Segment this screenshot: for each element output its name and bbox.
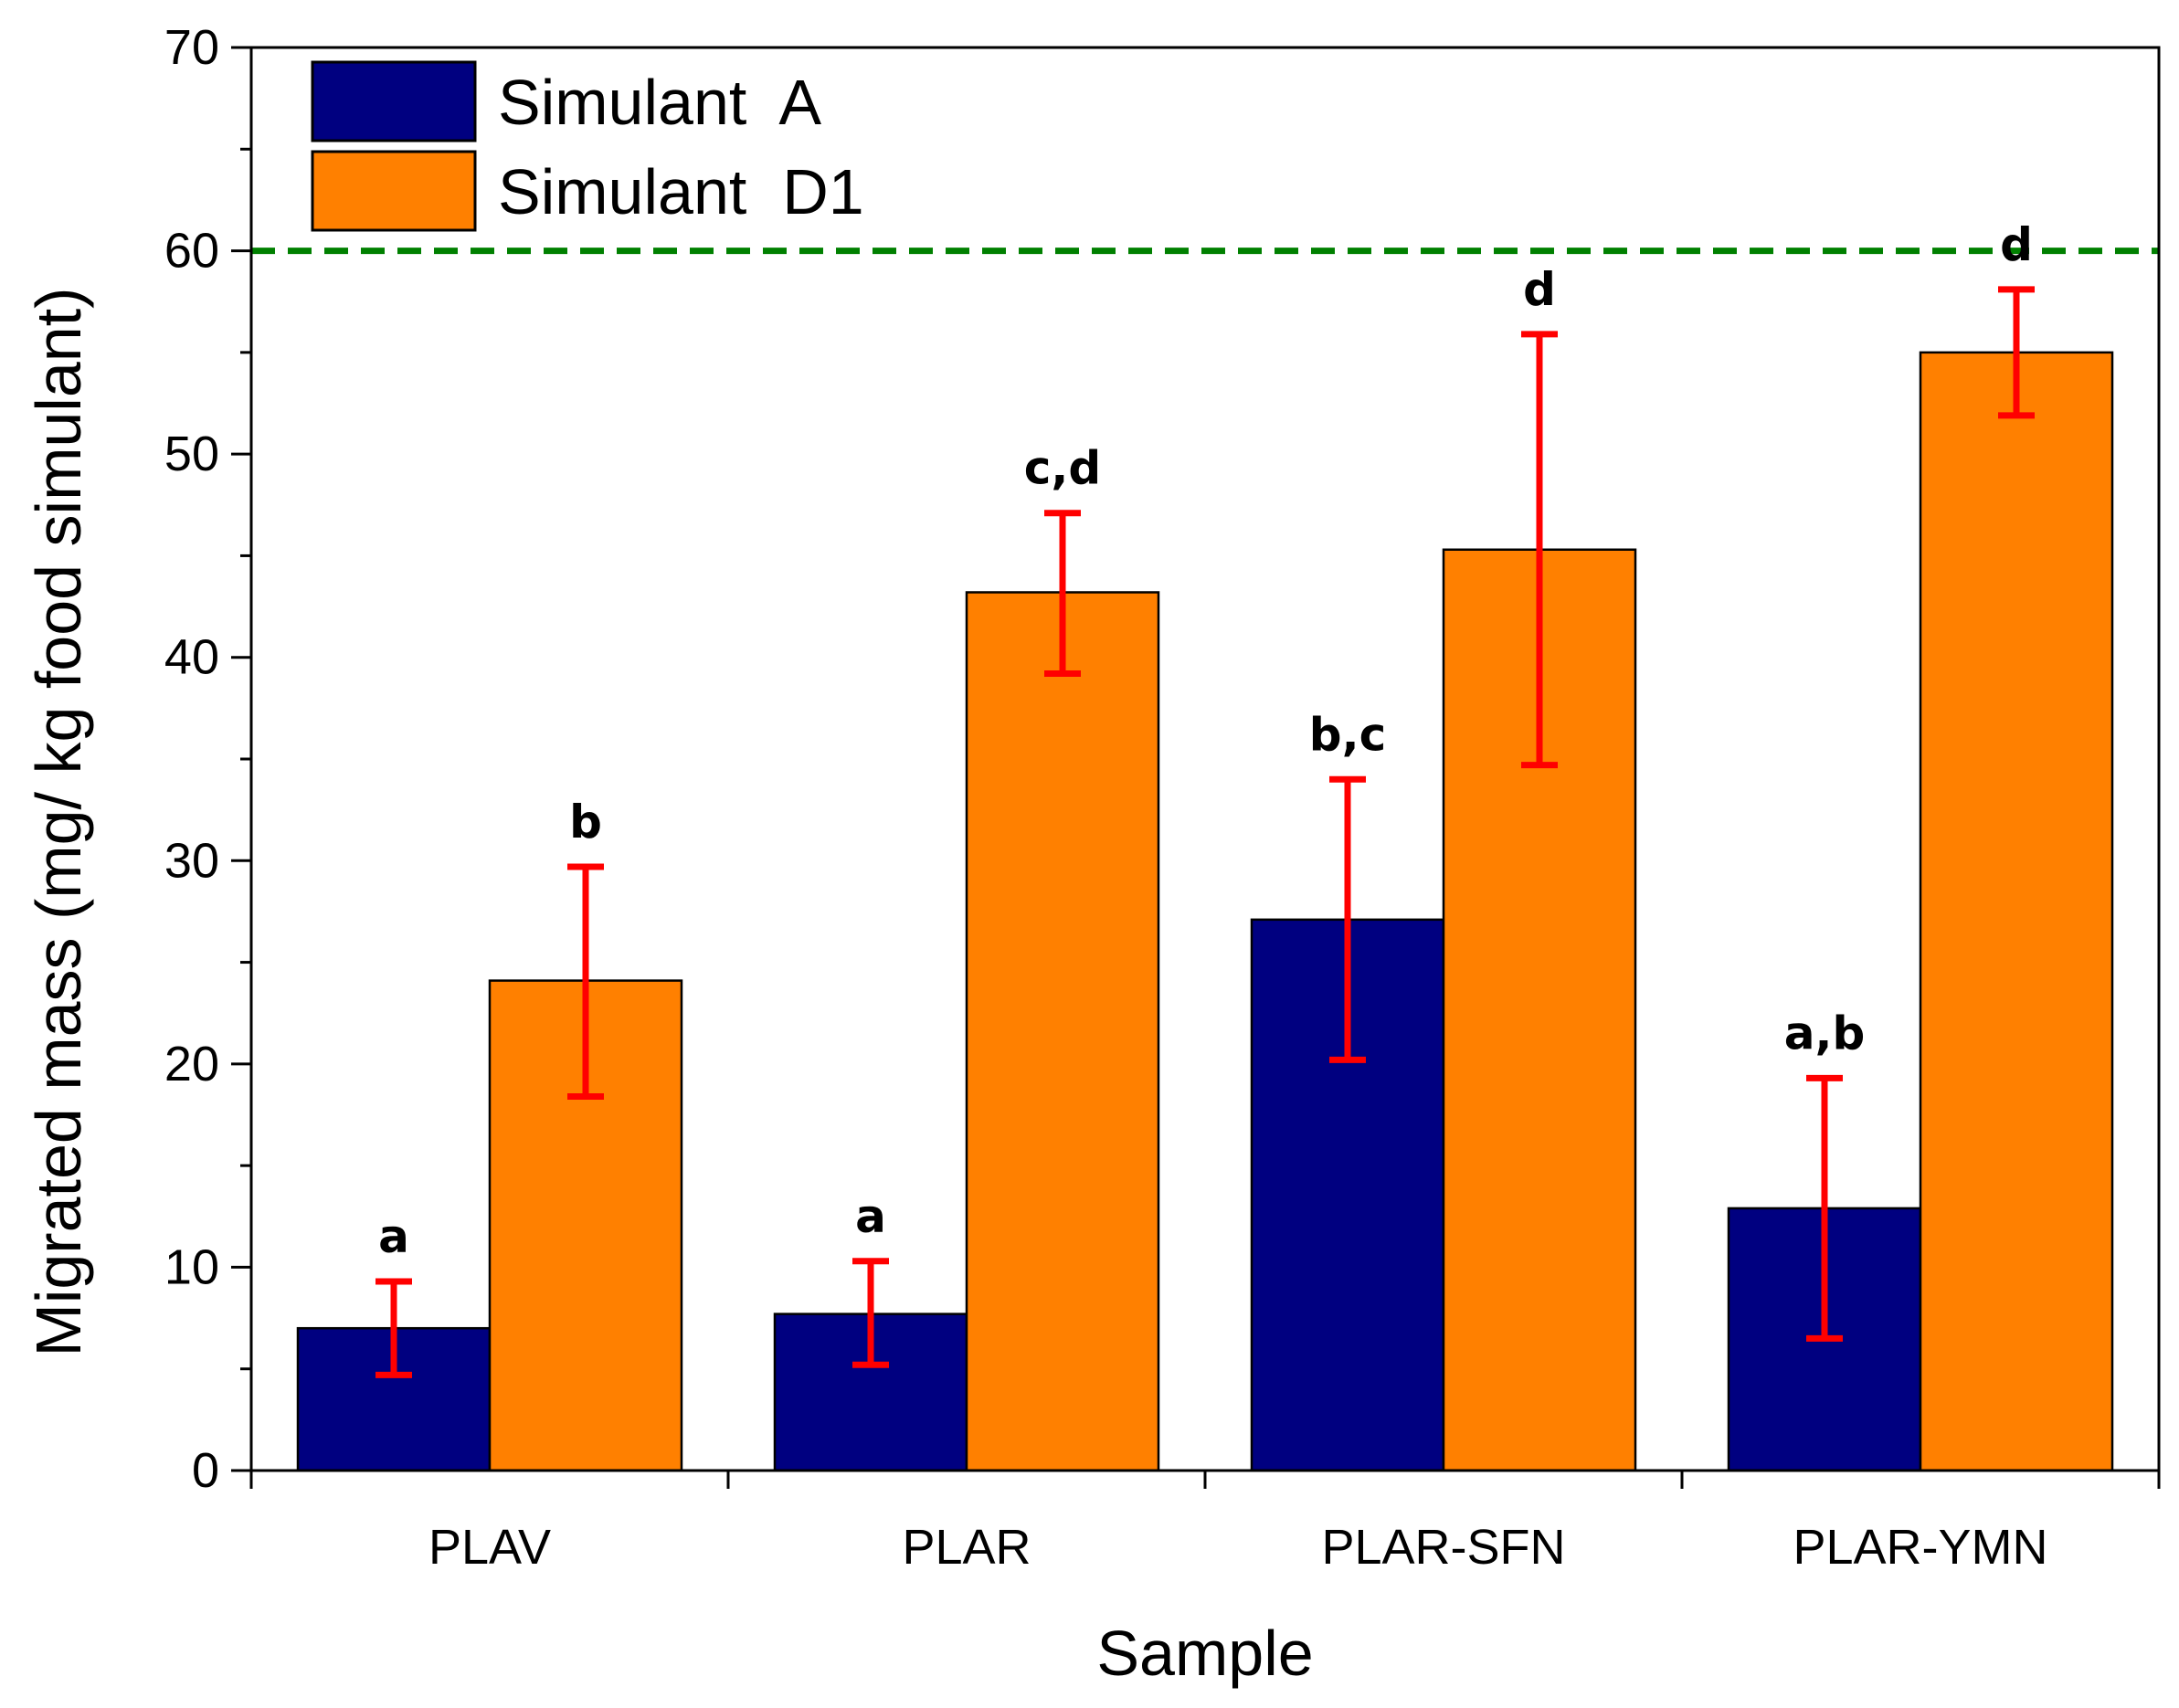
y-tick-label-40: 40: [164, 630, 219, 685]
y-tick-label-20: 20: [164, 1037, 219, 1091]
x-tick-label-plar: PLAR: [902, 1520, 1031, 1575]
y-tick-label-0: 0: [192, 1443, 219, 1498]
x-axis-title: Sample: [1096, 1618, 1313, 1689]
legend-label-simulant-a: Simulant A: [498, 67, 821, 138]
y-axis-title: Migrated mass (mg/ kg food simulant): [23, 288, 94, 1357]
legend: Simulant A Simulant D1: [311, 60, 864, 232]
legend-label-simulant-d1: Simulant D1: [498, 156, 864, 227]
y-tick-label-60: 60: [164, 224, 219, 279]
significance-label-simulant-a-plar: a: [855, 1190, 886, 1243]
x-tick-label-plar-ymn: PLAR-YMN: [1793, 1520, 2047, 1575]
bar-simulant-d1-plar: [965, 591, 1160, 1472]
significance-label-simulant-a-plar-ymn: a,b: [1784, 1007, 1866, 1060]
bar-simulant-d1-plar-ymn: [1919, 351, 2114, 1472]
y-tick-label-30: 30: [164, 833, 219, 888]
y-tick-label-50: 50: [164, 427, 219, 481]
significance-label-simulant-a-plav: a: [378, 1210, 409, 1263]
significance-label-simulant-d1-plar-ymn: d: [2000, 218, 2033, 271]
y-tick-label-10: 10: [164, 1239, 219, 1294]
x-tick-label-plav: PLAV: [428, 1520, 551, 1575]
y-tick-label-70: 70: [164, 20, 219, 75]
x-tick-label-plar-sfn: PLAR-SFN: [1321, 1520, 1565, 1575]
axes: 0 10 20 30 40 50 60 70 PLAV PLAR PLAR-SFN PLAR-YMN: [164, 20, 2161, 1575]
significance-label-simulant-d1-plav: b: [569, 796, 602, 849]
significance-label-simulant-d1-plar-sfn: d: [1523, 263, 1556, 316]
significance-label-simulant-a-plar-sfn: b,c: [1309, 708, 1386, 761]
legend-swatch-simulant-d1: [311, 150, 477, 232]
chart-marks: a b a c,d b,c d a,b d: [251, 218, 2159, 1472]
legend-swatch-simulant-a: [311, 60, 477, 142]
significance-label-simulant-d1-plar: c,d: [1024, 442, 1101, 495]
